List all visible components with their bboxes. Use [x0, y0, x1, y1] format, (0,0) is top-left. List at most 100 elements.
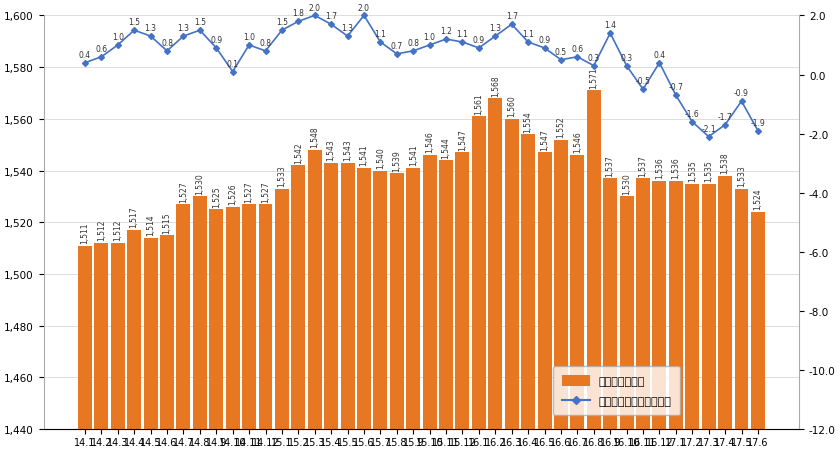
Text: 1.5: 1.5 — [129, 18, 140, 27]
Bar — [340, 163, 354, 429]
Text: 0.4: 0.4 — [79, 51, 91, 60]
Text: 0.6: 0.6 — [95, 45, 108, 54]
Bar — [587, 91, 601, 429]
Text: -0.9: -0.9 — [734, 89, 749, 98]
Bar — [176, 205, 191, 429]
Text: 1,535: 1,535 — [688, 160, 696, 181]
Bar — [554, 140, 568, 429]
Bar — [718, 176, 732, 429]
Text: 1.1: 1.1 — [522, 30, 534, 39]
Text: 0.1: 0.1 — [227, 60, 239, 69]
Text: 1.5: 1.5 — [276, 18, 288, 27]
Text: 1,561: 1,561 — [475, 93, 483, 115]
Bar — [242, 205, 256, 429]
Text: 1,548: 1,548 — [310, 126, 319, 148]
Bar — [521, 135, 535, 429]
Text: 1,533: 1,533 — [737, 165, 746, 187]
Bar — [505, 120, 518, 429]
Text: 1.0: 1.0 — [243, 33, 255, 42]
Bar — [455, 153, 470, 429]
Bar — [111, 244, 125, 429]
Text: 1,514: 1,514 — [146, 214, 155, 236]
Text: 1,535: 1,535 — [704, 160, 713, 181]
Bar — [538, 153, 552, 429]
Text: 1.3: 1.3 — [489, 24, 501, 33]
Text: 1,527: 1,527 — [261, 180, 270, 202]
Text: 1,525: 1,525 — [212, 186, 221, 207]
Text: 1,526: 1,526 — [228, 183, 237, 205]
Bar — [472, 117, 486, 429]
Text: 1,527: 1,527 — [244, 180, 254, 202]
Bar — [751, 212, 765, 429]
Bar — [636, 179, 650, 429]
Bar — [127, 230, 141, 429]
Text: 1.7: 1.7 — [325, 12, 337, 21]
Bar — [407, 169, 420, 429]
Bar — [160, 236, 174, 429]
Text: 1.3: 1.3 — [342, 24, 354, 33]
Text: -2.1: -2.1 — [701, 124, 716, 133]
Text: 1,537: 1,537 — [606, 155, 615, 176]
Bar — [307, 151, 322, 429]
Bar — [193, 197, 207, 429]
Bar — [275, 189, 289, 429]
Bar — [226, 207, 239, 429]
Text: 1,539: 1,539 — [392, 149, 402, 171]
Bar — [357, 169, 371, 429]
Text: 0.8: 0.8 — [407, 39, 419, 48]
Text: 0.9: 0.9 — [538, 36, 550, 45]
Text: 1,547: 1,547 — [540, 129, 549, 151]
Text: 0.9: 0.9 — [210, 36, 223, 45]
Text: 1,536: 1,536 — [655, 157, 664, 179]
Text: 1,537: 1,537 — [638, 155, 648, 176]
Text: 0.8: 0.8 — [260, 39, 271, 48]
Text: 0.7: 0.7 — [391, 42, 403, 51]
Text: 0.9: 0.9 — [473, 36, 485, 45]
Text: -1.7: -1.7 — [717, 113, 732, 122]
Text: 1,530: 1,530 — [622, 173, 631, 194]
Text: 1,538: 1,538 — [721, 152, 730, 174]
Text: 1.1: 1.1 — [375, 30, 386, 39]
Text: 0.6: 0.6 — [571, 45, 584, 54]
Text: 0.3: 0.3 — [621, 54, 633, 63]
Bar — [423, 156, 437, 429]
Bar — [390, 174, 404, 429]
Text: 1,546: 1,546 — [425, 131, 434, 153]
Legend: 平均時給（円）, 前年同月比增減率（％）: 平均時給（円）, 前年同月比增減率（％） — [553, 366, 680, 415]
Text: 1.7: 1.7 — [506, 12, 517, 21]
Text: 1.3: 1.3 — [144, 24, 156, 33]
Text: 1.4: 1.4 — [604, 21, 617, 30]
Text: 1,541: 1,541 — [360, 144, 369, 166]
Text: 1.1: 1.1 — [456, 30, 469, 39]
Bar — [439, 161, 453, 429]
Text: 1,511: 1,511 — [81, 222, 89, 244]
Bar — [291, 166, 305, 429]
Text: 1.2: 1.2 — [440, 27, 452, 36]
Text: 1,552: 1,552 — [556, 116, 565, 138]
Text: 2.0: 2.0 — [358, 4, 370, 13]
Text: 1.5: 1.5 — [194, 18, 206, 27]
Text: 1,540: 1,540 — [376, 147, 385, 169]
Text: 1,543: 1,543 — [327, 139, 336, 161]
Text: 1,533: 1,533 — [277, 165, 286, 187]
Bar — [259, 205, 272, 429]
Bar — [374, 171, 387, 429]
Text: 1,546: 1,546 — [573, 131, 582, 153]
Text: 1,554: 1,554 — [523, 111, 533, 133]
Text: 1,542: 1,542 — [294, 142, 303, 163]
Text: 1,527: 1,527 — [179, 180, 188, 202]
Text: 1,536: 1,536 — [671, 157, 680, 179]
Text: 2.0: 2.0 — [309, 4, 321, 13]
Bar — [324, 163, 339, 429]
Text: 1,524: 1,524 — [753, 189, 763, 210]
Text: 1,517: 1,517 — [129, 207, 139, 228]
Bar — [570, 156, 585, 429]
Text: -1.6: -1.6 — [685, 110, 700, 119]
Text: 1,515: 1,515 — [162, 212, 171, 233]
Text: 1,541: 1,541 — [409, 144, 417, 166]
Text: 1.3: 1.3 — [177, 24, 190, 33]
Text: 1.8: 1.8 — [292, 9, 304, 18]
Text: 1,530: 1,530 — [196, 173, 204, 194]
Text: 0.3: 0.3 — [588, 54, 600, 63]
Text: 1,544: 1,544 — [442, 137, 450, 158]
